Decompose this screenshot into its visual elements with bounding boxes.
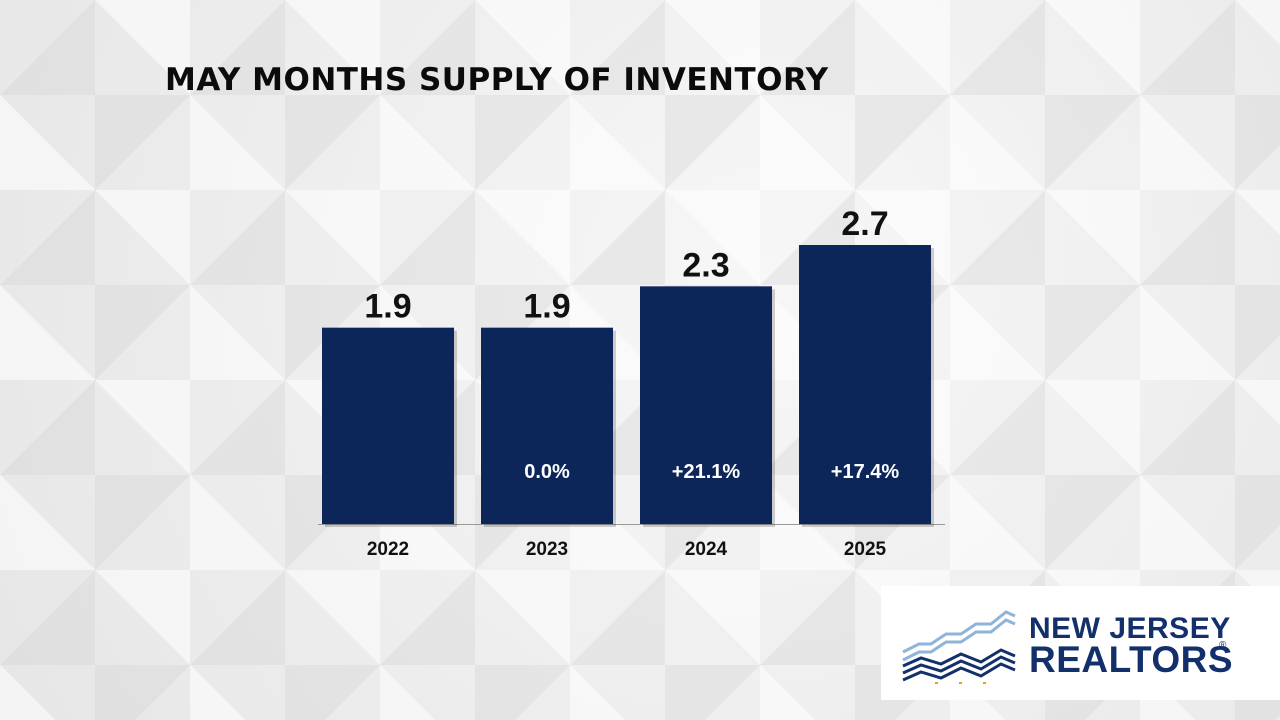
- value-label-2022: 1.9: [364, 288, 411, 326]
- x-tick-label-2022: 2022: [367, 539, 409, 560]
- logo-text-new-jersey: NEW JERSEY: [1029, 612, 1231, 645]
- bar-2024: [640, 286, 772, 524]
- bar-2022: [322, 327, 454, 524]
- x-tick-label-2023: 2023: [526, 539, 568, 560]
- registered-mark: ®: [1219, 640, 1227, 651]
- logo-text-realtors: REALTORS: [1029, 639, 1234, 680]
- value-label-2023: 1.9: [523, 288, 570, 326]
- bar-2025: [799, 245, 931, 524]
- value-label-2025: 2.7: [841, 205, 888, 243]
- value-label-2024: 2.3: [682, 246, 729, 284]
- x-tick-label-2025: 2025: [844, 539, 887, 560]
- chart-title: MAY MONTHS SUPPLY OF INVENTORY: [165, 62, 829, 98]
- change-label-2023: 0.0%: [524, 461, 570, 483]
- bar-2023: [481, 327, 613, 524]
- change-label-2025: +17.4%: [831, 461, 900, 483]
- new-jersey-realtors-logo: NEW JERSEY REALTORS ®: [881, 586, 1280, 700]
- x-tick-label-2024: 2024: [685, 539, 728, 560]
- change-label-2024: +21.1%: [672, 461, 741, 483]
- skyline-logo-icon: [902, 610, 1016, 684]
